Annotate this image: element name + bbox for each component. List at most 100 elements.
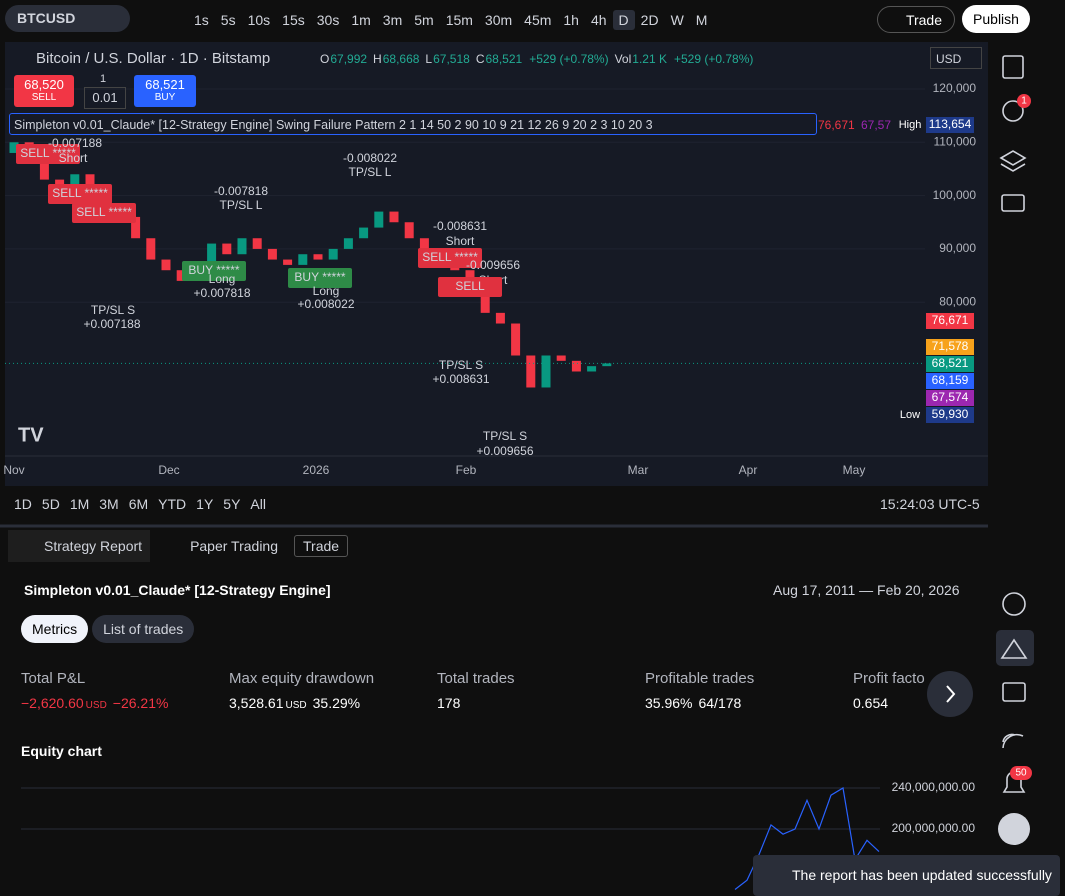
report-tab[interactable]: Strategy Report bbox=[8, 530, 151, 562]
candle bbox=[207, 243, 217, 265]
interval[interactable]: 2D bbox=[640, 12, 659, 28]
interval[interactable]: 5s bbox=[220, 12, 236, 28]
y-tick-label: 90,000 bbox=[939, 241, 976, 255]
trade-button[interactable]: Trade bbox=[877, 6, 955, 33]
interval[interactable]: W bbox=[670, 12, 684, 28]
interval[interactable]: 15m bbox=[445, 12, 473, 28]
metric-values: 35.96% 64/178 bbox=[645, 695, 754, 711]
high-tag bbox=[926, 117, 974, 133]
report-tab[interactable]: Paper Trading bbox=[190, 538, 279, 554]
y-tick-label: 240,000,000.00 bbox=[892, 780, 976, 794]
interval[interactable]: 5m bbox=[414, 12, 434, 28]
interval[interactable]: 4h bbox=[590, 12, 607, 28]
buy-price: 68,521 bbox=[145, 77, 185, 92]
candle bbox=[465, 270, 475, 281]
range-button[interactable]: 3M bbox=[99, 496, 119, 512]
range-button[interactable]: 1D bbox=[14, 496, 32, 512]
interval[interactable]: M bbox=[695, 12, 708, 28]
interval[interactable]: 15s bbox=[282, 12, 305, 28]
interval[interactable]: 1m bbox=[351, 12, 371, 28]
low-tag bbox=[926, 407, 974, 423]
metric: Profit facto 0.654 bbox=[853, 670, 925, 711]
interval[interactable]: D bbox=[612, 10, 635, 30]
interval[interactable]: 1s bbox=[194, 12, 209, 28]
logo: TV bbox=[18, 424, 44, 446]
metric-extra: −26.21% bbox=[112, 695, 169, 711]
range-button[interactable]: 1Y bbox=[196, 496, 214, 512]
signal-box bbox=[418, 248, 482, 268]
interval[interactable]: 3m bbox=[382, 12, 403, 28]
ohlc-item: C 68,521 bbox=[476, 52, 522, 66]
y-tick-label: 100,000 bbox=[933, 188, 977, 202]
range-button[interactable]: 5D bbox=[41, 496, 60, 512]
low-tag-label: 59,930 bbox=[932, 407, 969, 421]
date-range[interactable]: Aug 17, 2011 — Feb 20, 2026 bbox=[773, 582, 960, 598]
range-button[interactable]: 5Y bbox=[223, 496, 241, 512]
ohlc-item: H 68,668 bbox=[373, 52, 419, 66]
sell-button[interactable]: 68,520 SELL bbox=[14, 75, 74, 107]
badge bbox=[1017, 94, 1031, 108]
annotation: BUY ***** bbox=[188, 263, 239, 277]
price-tag-label: 76,671 bbox=[932, 313, 969, 327]
metric: Total trades 178 bbox=[437, 670, 515, 711]
candle bbox=[419, 238, 429, 255]
annotation: +0.008631 bbox=[432, 372, 489, 386]
chart-title: Bitcoin / U.S. Dollar · 1D · Bitstamp bbox=[36, 50, 271, 67]
report-button[interactable]: List of trades bbox=[92, 615, 195, 643]
signal-box bbox=[72, 203, 136, 223]
annotation: SELL ***** bbox=[20, 146, 76, 160]
symbol-search[interactable]: BTCUSD bbox=[5, 5, 130, 32]
range-button[interactable]: 1M bbox=[69, 496, 90, 512]
metric-label: Max equity drawdown bbox=[229, 670, 375, 687]
annotation: +0.009656 bbox=[476, 444, 533, 458]
x-tick-label: Nov bbox=[3, 463, 24, 477]
annotation: TP/SL S bbox=[439, 358, 483, 372]
qty-input[interactable]: 0.01 bbox=[84, 87, 126, 109]
price-tag bbox=[926, 373, 974, 389]
annotation: +0.007188 bbox=[83, 317, 140, 331]
clock: 15:24:03 UTC-5 bbox=[880, 496, 980, 512]
interval[interactable]: 30m bbox=[484, 12, 513, 28]
range-button[interactable]: YTD bbox=[158, 496, 187, 512]
indicator-legend[interactable]: Simpleton v0.01_Claude* [12-Strategy Eng… bbox=[9, 113, 817, 135]
interval[interactable]: 30s bbox=[316, 12, 340, 28]
interval-bar: 1s 5s 10s 15s 30s 1m 3m 5m 15m 30m 45m 1h 4h D 2D W M bbox=[188, 10, 713, 30]
annotation: TP/SL S bbox=[91, 303, 135, 317]
badge-count: 50 bbox=[1015, 768, 1027, 779]
y-tick-label: 120,000 bbox=[933, 81, 977, 95]
interval[interactable]: 1h bbox=[563, 12, 579, 28]
publish-button[interactable]: Publish bbox=[962, 5, 1030, 33]
report-button[interactable]: Metrics bbox=[21, 615, 89, 643]
report-tab[interactable]: Trade bbox=[294, 535, 349, 557]
candle bbox=[541, 355, 551, 388]
annotation: -0.008631 bbox=[433, 219, 487, 233]
price-tag bbox=[926, 339, 974, 355]
signal-box bbox=[438, 277, 502, 297]
price-tag bbox=[926, 390, 974, 406]
range-button[interactable]: 6M bbox=[128, 496, 149, 512]
range-button[interactable]: All bbox=[250, 496, 266, 512]
x-tick-label: Dec bbox=[158, 463, 179, 477]
interval[interactable]: 10s bbox=[247, 12, 271, 28]
candle bbox=[571, 360, 581, 372]
indicator-value: 67,57 bbox=[861, 118, 892, 132]
candle bbox=[267, 248, 277, 260]
metric-values: 3,528.61 USD 35.29% bbox=[229, 695, 374, 711]
candle bbox=[374, 211, 384, 228]
strategy-name[interactable]: Simpleton v0.01_Claude* [12-Strategy Eng… bbox=[24, 582, 331, 598]
candle bbox=[39, 158, 49, 180]
x-tick-label: Feb bbox=[456, 463, 477, 477]
ohlc-item: +529 (+0.78%) bbox=[673, 52, 753, 66]
buy-button[interactable]: 68,521 BUY bbox=[134, 75, 196, 107]
apps-button[interactable] bbox=[998, 813, 1030, 845]
metric-label: Profitable trades bbox=[645, 670, 755, 687]
x-tick-label: 2026 bbox=[303, 463, 330, 477]
ohlc-key: C bbox=[475, 52, 485, 66]
currency-select[interactable]: USD bbox=[930, 47, 982, 69]
candle bbox=[222, 243, 232, 255]
candle bbox=[359, 227, 369, 239]
indicator-value: 76,671 bbox=[818, 118, 855, 132]
interval[interactable]: 45m bbox=[524, 12, 552, 28]
x-tick-label: Apr bbox=[739, 463, 758, 477]
next-button[interactable] bbox=[927, 671, 973, 717]
